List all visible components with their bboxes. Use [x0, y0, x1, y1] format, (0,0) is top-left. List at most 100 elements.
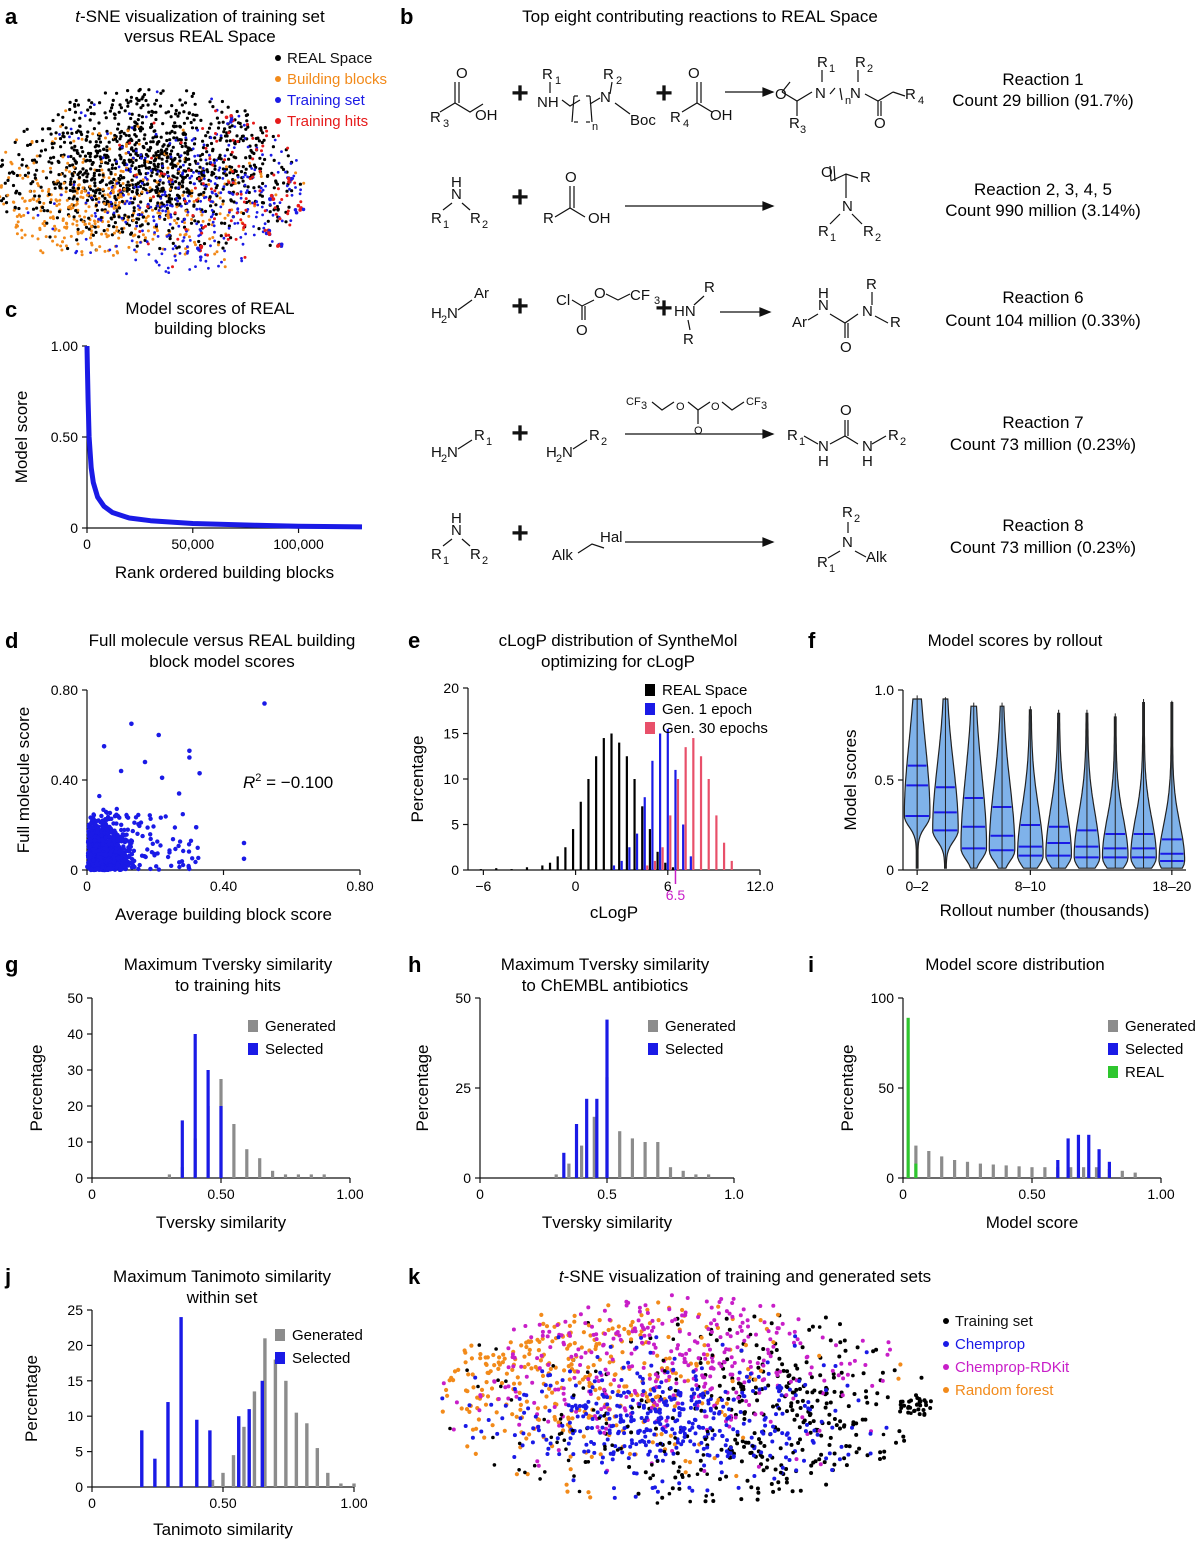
arrow-head [762, 537, 775, 547]
scatter-point [167, 214, 171, 218]
scatter-point [179, 859, 185, 864]
scatter-point [128, 141, 132, 145]
r-group: R [888, 427, 899, 444]
bond [827, 550, 841, 559]
scatter-point [249, 148, 253, 153]
scatter-point [119, 106, 123, 110]
scatter-point [169, 204, 172, 207]
scatter-point [55, 216, 60, 220]
bar-gen-30-epochs [684, 747, 687, 870]
scatter-point [795, 1413, 800, 1418]
scatter-point [23, 199, 27, 203]
scatter-point [128, 844, 133, 849]
scatter-point [462, 1348, 467, 1353]
scatter-outlier [187, 748, 192, 754]
scatter-point [861, 1371, 866, 1376]
scatter-point [96, 150, 100, 154]
scatter-point [207, 222, 211, 226]
scatter-point [130, 178, 134, 182]
scatter-point [572, 1319, 577, 1324]
scatter-point [502, 1356, 507, 1361]
scatter-point [181, 172, 184, 176]
bar-generated [1069, 1167, 1073, 1178]
scatter-point [815, 1398, 820, 1403]
scatter-point [222, 130, 226, 134]
scatter-point [144, 152, 148, 157]
scatter-point [792, 1329, 797, 1334]
scatter-point [119, 155, 123, 159]
scatter-point [199, 258, 203, 262]
oxygen: O [676, 401, 685, 413]
scatter-point [676, 1469, 681, 1474]
scatter-point [210, 208, 214, 212]
scatter-point [226, 237, 230, 241]
scatter-point [91, 233, 95, 237]
scatter-point [60, 193, 63, 197]
scatter-point [232, 200, 236, 204]
scatter-point [798, 1488, 803, 1493]
x-tick-label: 0 [88, 1495, 96, 1511]
scatter-point [730, 1379, 735, 1384]
scatter-point [103, 196, 107, 200]
scatter-point [125, 827, 130, 832]
scatter-point [157, 183, 161, 187]
y-tick-label: 0.5 [875, 772, 895, 788]
bar-generated [707, 1174, 711, 1178]
scatter-point [115, 244, 118, 248]
scatter-point [44, 176, 49, 180]
scatter-point [130, 112, 134, 116]
scatter-point [110, 204, 114, 208]
scatter-point [166, 110, 171, 114]
scatter-point [261, 144, 265, 148]
scatter-point [172, 175, 176, 179]
subscript: 2 [441, 314, 447, 326]
scatter-point [269, 193, 274, 198]
scatter-point [158, 843, 163, 848]
scatter-point [210, 215, 214, 219]
scatter-point [539, 1353, 544, 1358]
scatter-point [252, 151, 256, 156]
scatter-point [572, 1341, 577, 1346]
scatter-point [459, 1406, 464, 1411]
scatter-point [259, 172, 263, 176]
scatter-point [805, 1390, 810, 1395]
scatter-point [213, 217, 216, 221]
scatter-point [89, 167, 93, 171]
scatter-point [464, 1407, 470, 1412]
scatter-point [722, 1375, 727, 1379]
scatter-point [176, 152, 180, 156]
scatter-point [599, 1407, 604, 1412]
scatter-point [196, 855, 201, 861]
scatter-point [755, 1497, 760, 1502]
bar-gen-30-epochs [707, 779, 710, 870]
scatter-point [185, 202, 189, 205]
scatter-point [94, 230, 98, 234]
scatter-point [7, 171, 12, 175]
scatter-point [213, 239, 217, 243]
scatter-point [683, 1458, 688, 1464]
y-tick-label: 0.50 [51, 429, 78, 445]
scatter-point [233, 142, 237, 146]
scatter-point [223, 265, 227, 269]
scatter-point [21, 157, 25, 162]
scatter-point [69, 141, 73, 145]
scatter-point [92, 127, 96, 131]
scatter-point [151, 208, 154, 212]
scatter-point [72, 148, 76, 152]
scatter-point [192, 200, 196, 203]
scatter-point [112, 211, 116, 215]
scatter-point [187, 168, 191, 172]
scatter-point [622, 1326, 627, 1332]
r-group: R [890, 314, 901, 331]
aryl: Ar [792, 314, 807, 331]
scatter-point [567, 1377, 572, 1382]
scatter-point [608, 1382, 613, 1387]
reaction-count: Count 73 million (0.23%) [950, 435, 1136, 454]
bond [461, 202, 471, 211]
scatter-point [268, 197, 272, 201]
scatter-point [188, 181, 192, 185]
scatter-point [209, 161, 213, 165]
scatter-point [266, 219, 270, 223]
legend-label: Training hits [287, 113, 368, 130]
